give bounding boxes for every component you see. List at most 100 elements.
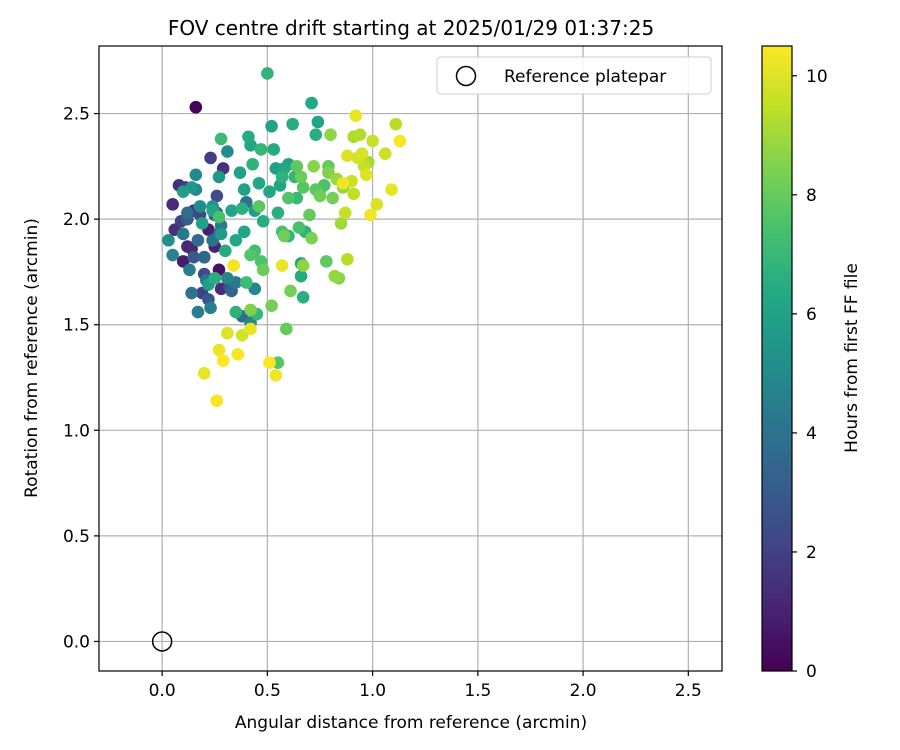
scatter-point xyxy=(280,322,293,336)
scatter-point xyxy=(252,176,266,190)
scatter-point xyxy=(313,189,327,203)
scatter-point xyxy=(240,276,253,289)
scatter-point xyxy=(216,354,230,367)
x-tick-label: 2.5 xyxy=(675,681,702,701)
colorbar-tick-label: 10 xyxy=(806,67,828,87)
scatter-point xyxy=(195,217,209,230)
scatter-point xyxy=(244,248,257,262)
reference-marker xyxy=(151,631,173,652)
scatter-point xyxy=(210,189,224,203)
scatter-point xyxy=(229,305,243,319)
x-tick-label: 0.0 xyxy=(149,681,176,701)
scatter-point xyxy=(296,181,310,194)
scatter-point xyxy=(237,183,251,196)
scatter-point xyxy=(218,244,232,258)
y-axis-ticks: 0.0 0.5 1.0 1.5 2.0 2.5 xyxy=(63,105,99,652)
colorbar-ticks: 0 2 4 6 8 10 xyxy=(792,67,828,682)
scatter-point xyxy=(204,301,217,315)
scatter-point xyxy=(191,305,205,319)
x-axis-ticks: 0.0 0.5 1.0 1.5 2.0 2.5 xyxy=(149,671,702,701)
scatter-point xyxy=(347,187,360,201)
scatter-point xyxy=(208,271,222,285)
scatter-point xyxy=(176,185,190,198)
scatter-point xyxy=(221,145,234,158)
scatter-point xyxy=(212,210,226,224)
scatter-point xyxy=(197,250,211,264)
scatter-point xyxy=(360,168,373,182)
scatter-point xyxy=(227,259,241,272)
scatter-point xyxy=(277,229,291,243)
scatter-point xyxy=(242,130,255,144)
colorbar-tick-label: 6 xyxy=(806,305,817,325)
legend-reference-marker xyxy=(455,65,477,87)
legend-entry-reference: Reference platepar xyxy=(504,67,666,87)
scatter-point xyxy=(364,208,377,222)
reference-point xyxy=(151,631,173,652)
scatter-points xyxy=(162,67,407,408)
x-tick-label: 0.5 xyxy=(254,681,281,701)
scatter-point xyxy=(309,128,323,141)
scatter-point xyxy=(225,204,238,217)
colorbar-label: Hours from first FF file xyxy=(842,263,862,453)
y-tick-label: 0.0 xyxy=(63,632,90,652)
y-tick-label: 1.5 xyxy=(63,316,90,336)
y-tick-label: 1.0 xyxy=(63,421,90,441)
y-tick-label: 0.5 xyxy=(63,527,90,547)
scatter-point xyxy=(326,191,339,205)
colorbar-gradient xyxy=(761,45,793,672)
scatter-point xyxy=(290,160,304,173)
scatter-point xyxy=(235,202,249,215)
scatter-point xyxy=(231,347,245,361)
scatter-point xyxy=(341,149,354,163)
colorbar-tick-label: 0 xyxy=(806,662,817,682)
scatter-point xyxy=(366,134,379,148)
scatter-point xyxy=(183,263,196,277)
colorbar: 0 2 4 6 8 10 Hours from first FF file xyxy=(761,45,862,682)
scatter-point xyxy=(324,128,337,141)
scatter-point xyxy=(320,255,333,268)
scatter-point xyxy=(328,269,342,283)
scatter-point xyxy=(275,259,289,272)
scatter-point xyxy=(336,176,350,190)
scatter-point xyxy=(338,206,352,220)
scatter-point xyxy=(204,151,217,165)
scatter-point xyxy=(252,200,266,213)
scatter-point xyxy=(256,263,270,277)
scatter-point xyxy=(294,269,308,283)
colorbar-tick-label: 8 xyxy=(806,186,817,206)
scatter-point xyxy=(265,119,278,133)
scatter-point xyxy=(311,115,325,129)
scatter-point xyxy=(275,170,289,184)
scatter-point xyxy=(263,356,276,370)
scatter-point xyxy=(389,117,403,131)
scatter-point xyxy=(341,252,354,266)
scatter-point xyxy=(256,214,270,228)
scatter-point xyxy=(181,240,194,253)
x-tick-label: 2.0 xyxy=(570,681,597,701)
scatter-point xyxy=(166,248,179,262)
scatter-point xyxy=(162,233,175,247)
scatter-point xyxy=(229,233,243,247)
colorbar-tick-label: 4 xyxy=(806,424,817,444)
legend-box xyxy=(436,56,712,95)
scatter-point xyxy=(221,326,234,340)
scatter-point xyxy=(349,109,363,122)
scatter-point xyxy=(189,168,203,182)
scatter-point xyxy=(166,198,179,211)
scatter-point xyxy=(296,290,310,304)
x-axis-label: Angular distance from reference (arcmin) xyxy=(235,713,587,733)
y-tick-label: 2.5 xyxy=(63,105,90,125)
scatter-point xyxy=(185,286,198,300)
scatter-point xyxy=(355,147,369,160)
scatter-point xyxy=(214,132,228,146)
scatter-point xyxy=(307,160,320,173)
scatter-point xyxy=(385,183,398,196)
plot-frame xyxy=(98,45,723,672)
scatter-point xyxy=(189,100,203,114)
scatter-point xyxy=(237,225,251,239)
scatter-point xyxy=(303,208,316,222)
scatter-point xyxy=(191,233,205,247)
scatter-point xyxy=(254,143,268,156)
